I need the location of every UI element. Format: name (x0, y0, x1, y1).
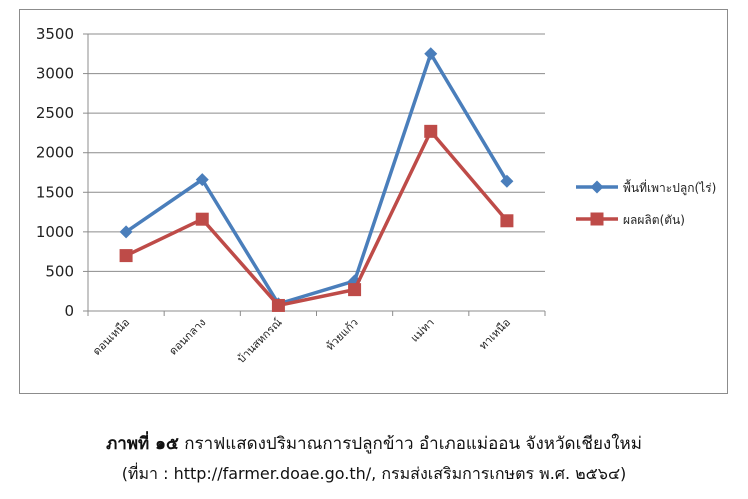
line-chart: 0 500 1000 1500 2000 2500 3000 3500 ดอนเหนือ ดอนก… (36, 25, 717, 366)
data-point-series-1 (424, 47, 438, 61)
chart-frame: 0 500 1000 1500 2000 2500 3000 3500 ดอนเหนือ ดอนก… (19, 9, 728, 394)
figure-caption: ภาพที่ ๑๕ กราฟแสดงปริมาณการปลูกข้าว อำเภ… (0, 430, 748, 457)
data-point-series-2 (119, 249, 133, 263)
figure-source: (ที่มา : http://farmer.doae.go.th/, กรมส… (121, 464, 627, 483)
series-line-2 (125, 129, 509, 308)
figure-caption-text: กราฟแสดงปริมาณการปลูกข้าว อำเภอแม่ออน จั… (178, 434, 642, 454)
y-tick-label: 1000 (36, 223, 74, 241)
legend-marker (590, 212, 604, 226)
y-tick-label: 0 (64, 302, 74, 320)
legend-marker (590, 180, 604, 194)
y-tick-label: 2000 (36, 144, 74, 162)
y-tick-label: 2500 (36, 104, 74, 122)
data-point-series-2 (348, 283, 362, 297)
x-tick-label: ทาเหนือ (477, 316, 513, 352)
data-point-series-1 (195, 173, 209, 187)
x-tick-label: ดอนกลาง (166, 316, 208, 358)
figure-caption-label: ภาพที่ ๑๕ (106, 434, 179, 454)
data-point-series-2 (424, 124, 438, 138)
series-line-1 (125, 52, 509, 306)
data-point-series-1 (500, 174, 514, 188)
y-tick-label: 3500 (36, 25, 74, 43)
x-tick-label: แม่ทา (408, 316, 437, 345)
data-point-series-2 (271, 298, 285, 312)
x-tick-label: บ้านสหกรณ์ (235, 316, 285, 366)
y-tick-label: 3000 (36, 65, 74, 83)
y-tick-label: 1500 (36, 183, 74, 201)
legend-label: พื้นที่เพาะปลูก(ไร่) (623, 179, 716, 196)
x-tick-label: ดอนเหนือ (90, 316, 132, 358)
x-tick-label: ห้วยแก้ว (323, 316, 360, 353)
data-point-series-2 (500, 214, 514, 228)
legend-label: ผลผลิต(ตัน) (623, 213, 685, 227)
y-tick-label: 500 (45, 262, 74, 280)
data-point-series-2 (195, 212, 209, 226)
data-point-series-1 (119, 225, 133, 239)
